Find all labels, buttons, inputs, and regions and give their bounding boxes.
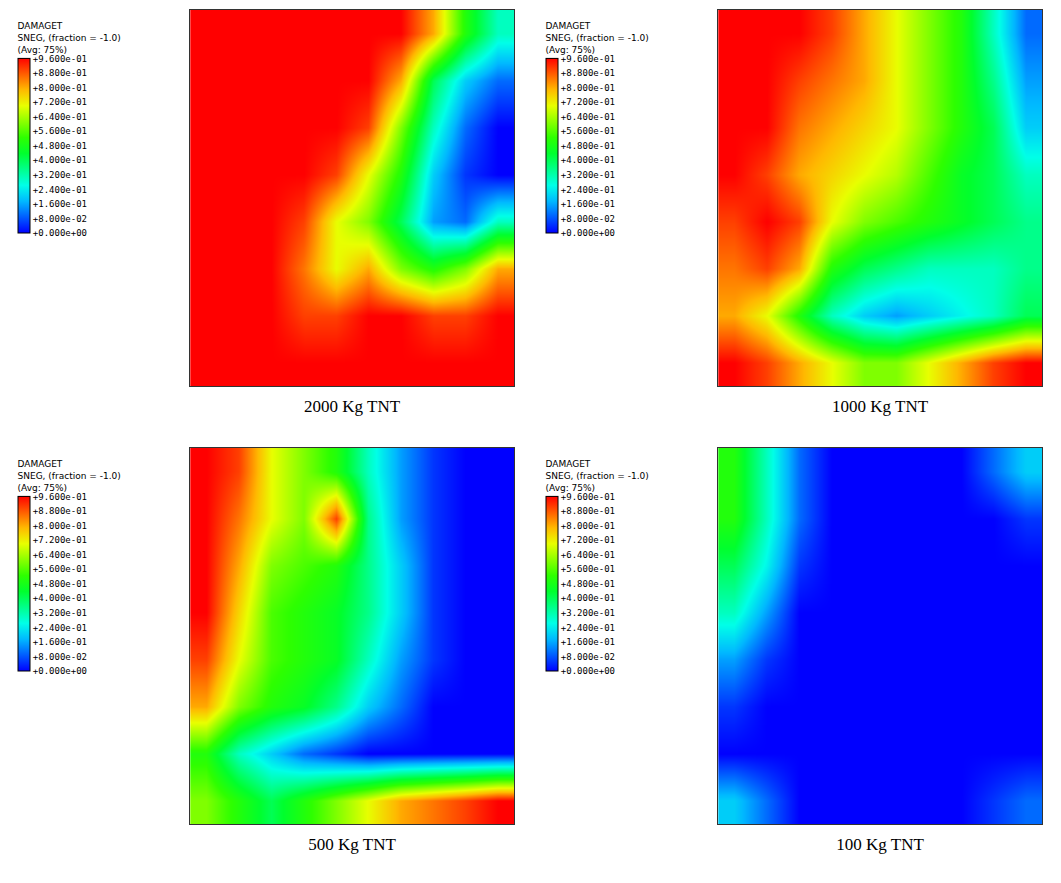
svg-text:+2.400e-01: +2.400e-01 [33,185,87,195]
svg-text:DAMAGETSNEG, (fraction = -1.0): DAMAGETSNEG, (fraction = -1.0)(Avg: 75%) [546,459,649,492]
svg-text:+8.000e-01: +8.000e-01 [33,83,87,93]
svg-text:+3.200e-01: +3.200e-01 [33,608,87,618]
svg-text:+8.000e-02: +8.000e-02 [33,652,87,662]
svg-text:+9.600e-01: +9.600e-01 [33,54,87,64]
svg-text:+1.600e-01: +1.600e-01 [561,637,615,647]
svg-text:+1.600e-01: +1.600e-01 [33,199,87,209]
svg-text:+4.000e-01: +4.000e-01 [33,593,87,603]
svg-text:+8.800e-01: +8.800e-01 [33,506,87,516]
svg-text:+6.400e-01: +6.400e-01 [33,112,87,122]
svg-text:+2.400e-01: +2.400e-01 [561,623,615,633]
svg-text:+4.000e-01: +4.000e-01 [33,155,87,165]
svg-text:+3.200e-01: +3.200e-01 [561,608,615,618]
svg-text:2000 Kg TNT: 2000 Kg TNT [304,397,401,416]
svg-text:+4.800e-01: +4.800e-01 [33,579,87,589]
svg-text:+7.200e-01: +7.200e-01 [33,535,87,545]
svg-text:+5.600e-01: +5.600e-01 [561,564,615,574]
svg-text:+5.600e-01: +5.600e-01 [561,126,615,136]
svg-text:+8.000e-01: +8.000e-01 [561,521,615,531]
svg-text:+2.400e-01: +2.400e-01 [33,623,87,633]
svg-text:+5.600e-01: +5.600e-01 [33,126,87,136]
svg-text:DAMAGETSNEG, (fraction = -1.0): DAMAGETSNEG, (fraction = -1.0)(Avg: 75%) [546,21,649,54]
svg-text:+2.400e-01: +2.400e-01 [561,185,615,195]
svg-text:+4.800e-01: +4.800e-01 [561,579,615,589]
svg-text:+7.200e-01: +7.200e-01 [33,97,87,107]
svg-text:+8.000e-02: +8.000e-02 [33,214,87,224]
svg-text:+3.200e-01: +3.200e-01 [33,170,87,180]
svg-text:+8.800e-01: +8.800e-01 [561,68,615,78]
svg-text:1000 Kg TNT: 1000 Kg TNT [832,397,929,416]
svg-text:+4.000e-01: +4.000e-01 [561,155,615,165]
svg-text:+8.000e-01: +8.000e-01 [33,521,87,531]
svg-text:+7.200e-01: +7.200e-01 [561,97,615,107]
svg-text:+9.600e-01: +9.600e-01 [33,492,87,502]
svg-text:+1.600e-01: +1.600e-01 [561,199,615,209]
svg-text:+8.800e-01: +8.800e-01 [33,68,87,78]
svg-text:+3.200e-01: +3.200e-01 [561,170,615,180]
svg-text:100 Kg TNT: 100 Kg TNT [836,835,924,854]
svg-text:+5.600e-01: +5.600e-01 [33,564,87,574]
svg-text:+6.400e-01: +6.400e-01 [33,550,87,560]
svg-text:DAMAGETSNEG, (fraction = -1.0): DAMAGETSNEG, (fraction = -1.0)(Avg: 75%) [18,21,121,54]
svg-text:+4.800e-01: +4.800e-01 [561,141,615,151]
svg-text:+6.400e-01: +6.400e-01 [561,550,615,560]
svg-text:+7.200e-01: +7.200e-01 [561,535,615,545]
svg-text:+0.000e+00: +0.000e+00 [561,228,615,238]
svg-text:+8.000e-02: +8.000e-02 [561,214,615,224]
svg-text:+4.800e-01: +4.800e-01 [33,141,87,151]
svg-text:+9.600e-01: +9.600e-01 [561,492,615,502]
svg-text:500 Kg TNT: 500 Kg TNT [308,835,396,854]
svg-text:+8.800e-01: +8.800e-01 [561,506,615,516]
svg-text:+0.000e+00: +0.000e+00 [33,666,87,676]
svg-text:+0.000e+00: +0.000e+00 [561,666,615,676]
svg-text:DAMAGETSNEG, (fraction = -1.0): DAMAGETSNEG, (fraction = -1.0)(Avg: 75%) [18,459,121,492]
svg-text:+0.000e+00: +0.000e+00 [33,228,87,238]
svg-text:+8.000e-01: +8.000e-01 [561,83,615,93]
svg-text:+6.400e-01: +6.400e-01 [561,112,615,122]
svg-text:+9.600e-01: +9.600e-01 [561,54,615,64]
svg-text:+4.000e-01: +4.000e-01 [561,593,615,603]
svg-text:+1.600e-01: +1.600e-01 [33,637,87,647]
svg-text:+8.000e-02: +8.000e-02 [561,652,615,662]
